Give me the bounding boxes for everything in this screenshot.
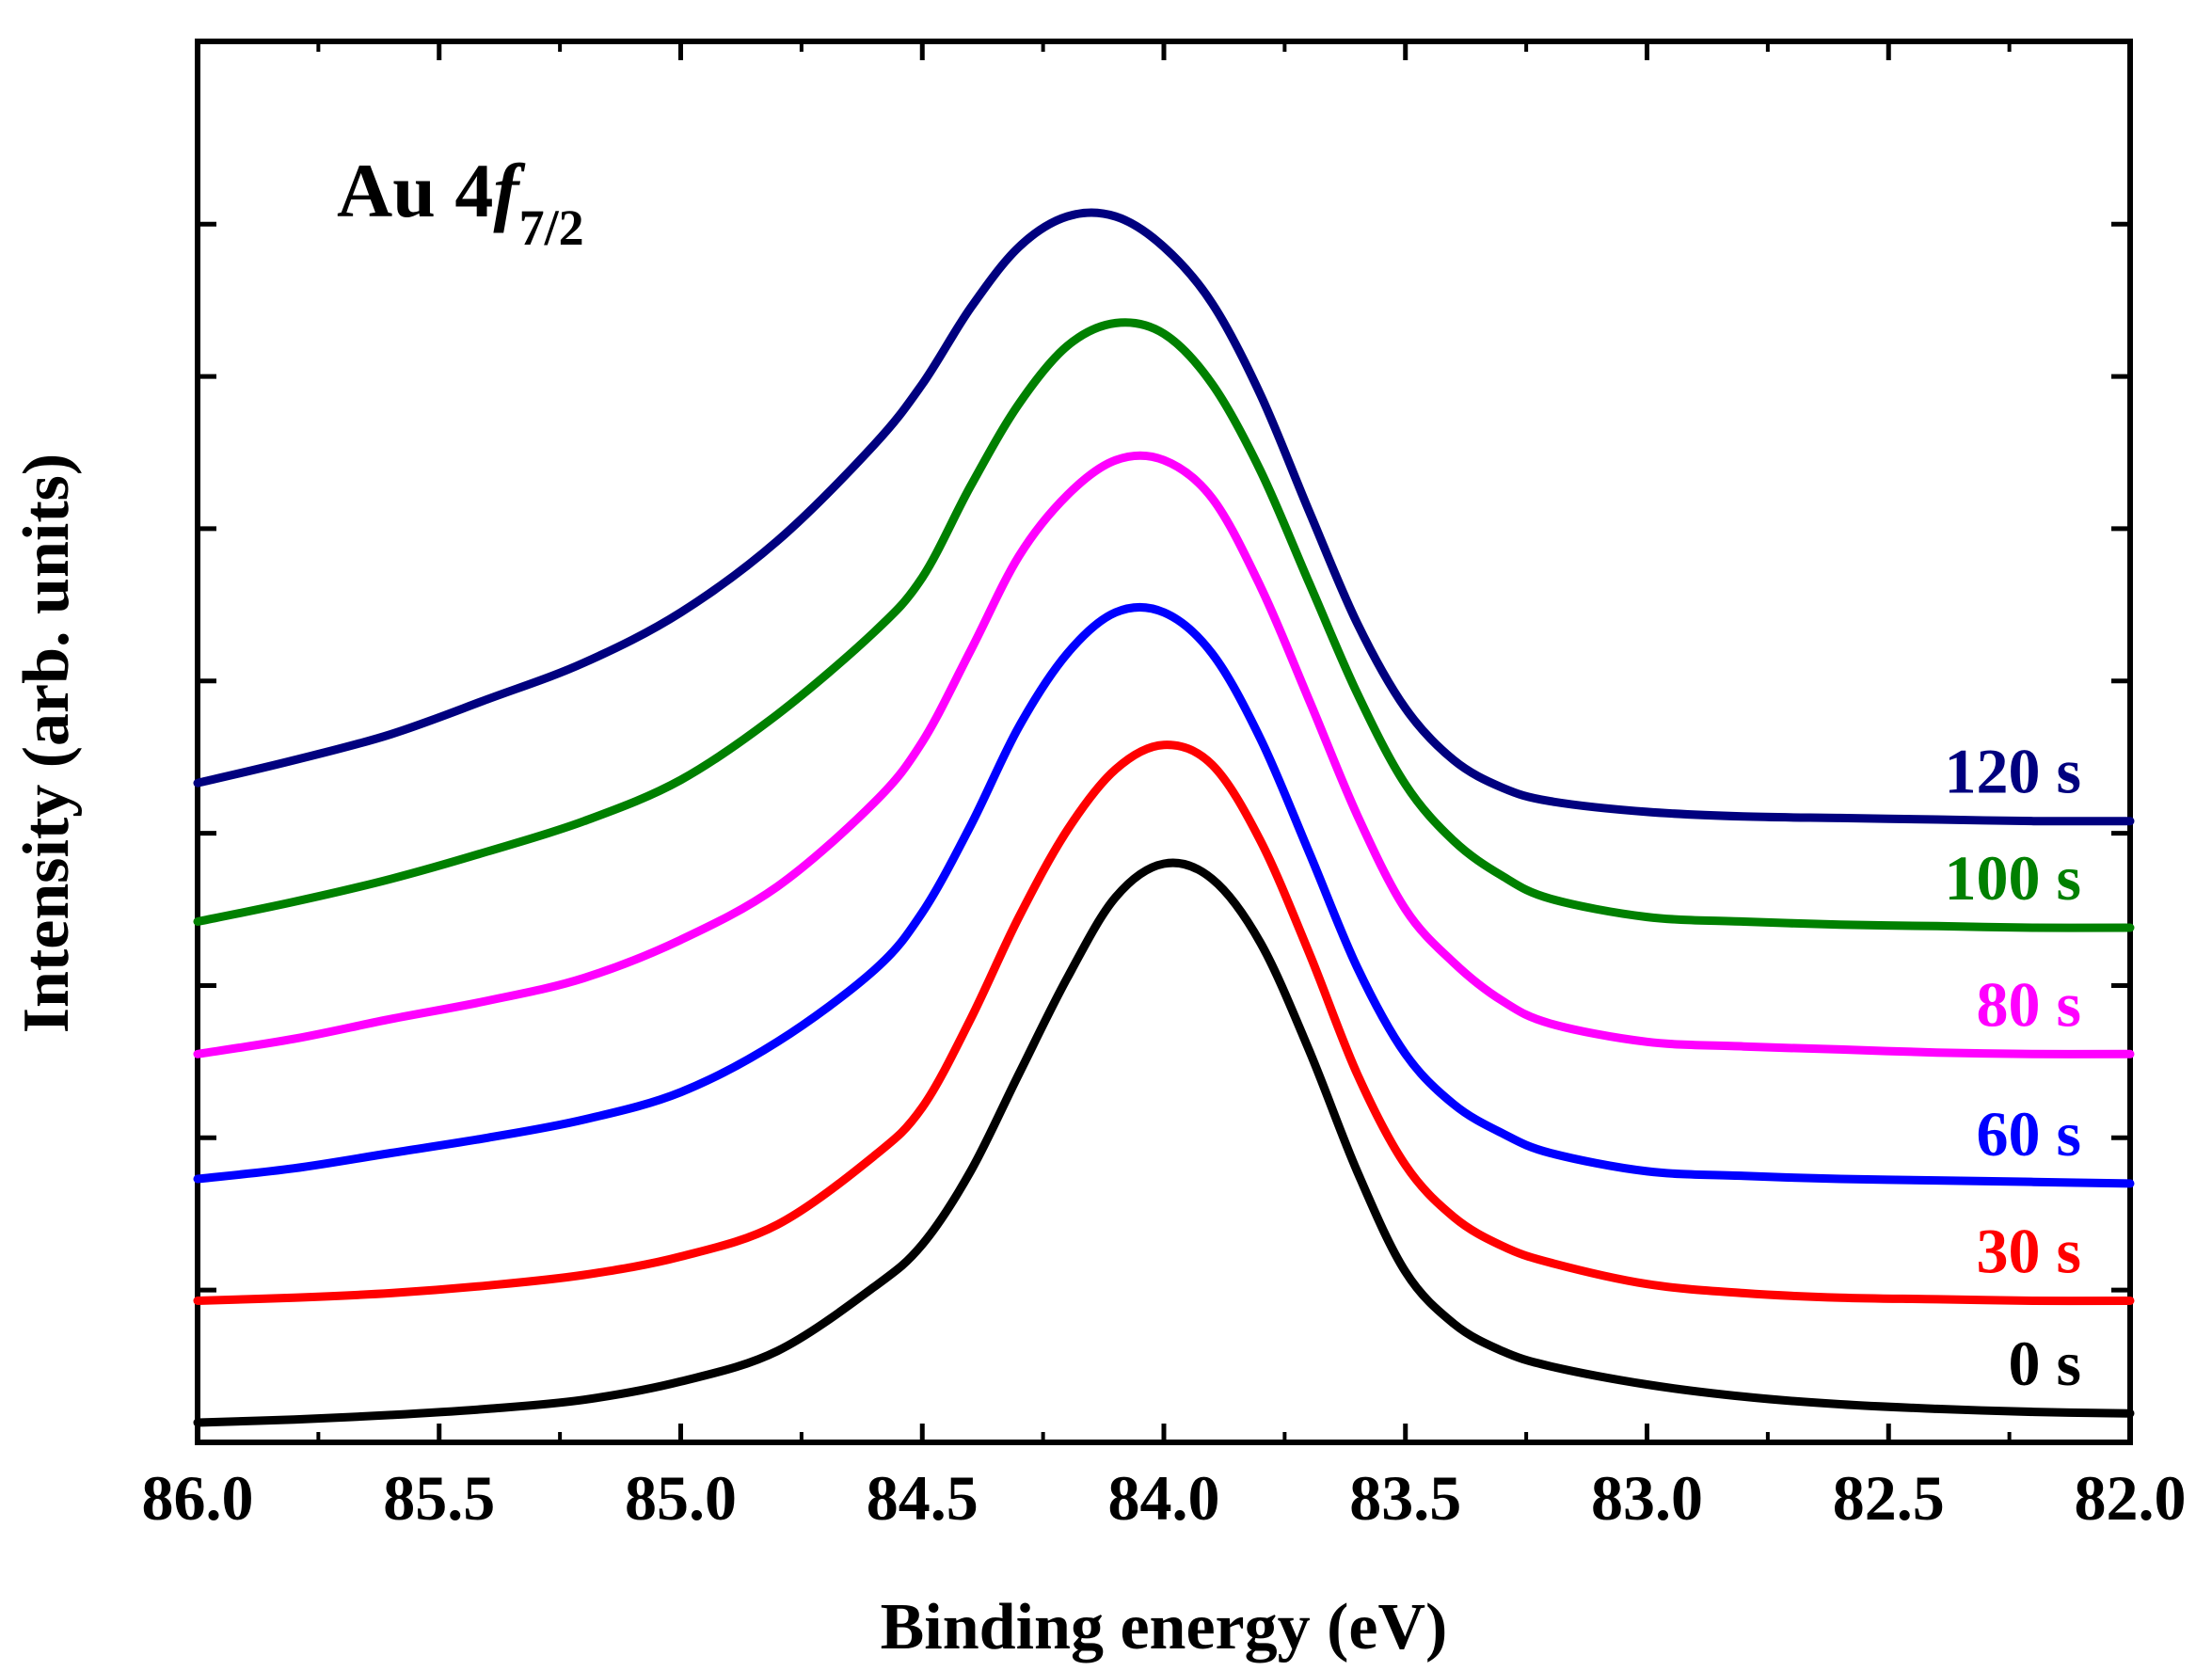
series-line [193, 208, 2135, 826]
y-axis-title: Intensity (arb. units) [10, 454, 83, 1033]
series-line [193, 740, 2135, 1306]
series-label: 80 s [1977, 968, 2081, 1040]
series-lines [193, 208, 2135, 1427]
x-tick-label: 85.0 [625, 1462, 737, 1534]
series-label: 100 s [1945, 842, 2081, 914]
x-tick-label: 84.5 [867, 1462, 979, 1534]
series-labels: 0 s 30 s 60 s 80 s 100 s 120 s [1945, 736, 2081, 1400]
x-tick-label: 86.0 [142, 1462, 254, 1534]
x-tick-label: 82.5 [1833, 1462, 1945, 1534]
chart-annotation: Au 4f7/2 [337, 148, 584, 256]
x-tick-label: 83.5 [1349, 1462, 1461, 1534]
x-tick-label: 84.0 [1108, 1462, 1220, 1534]
series-line [193, 858, 2135, 1427]
x-axis-title: Binding energy (eV) [881, 1591, 1448, 1663]
series-label: 120 s [1945, 736, 2081, 807]
x-ticks: 86.0 85.5 85.0 84.5 84.0 83.5 83.0 82.5 82.0 [142, 41, 2187, 1534]
series-line [193, 602, 2135, 1188]
series-line [193, 318, 2135, 932]
x-tick-label: 82.0 [2075, 1462, 2187, 1534]
x-tick-label: 85.5 [383, 1462, 495, 1534]
series-label: 30 s [1977, 1215, 2081, 1286]
x-tick-label: 83.0 [1591, 1462, 1703, 1534]
y-ticks [198, 221, 2130, 1293]
series-label: 0 s [2009, 1328, 2081, 1399]
series-line [193, 451, 2135, 1058]
series-label: 60 s [1977, 1098, 2081, 1170]
